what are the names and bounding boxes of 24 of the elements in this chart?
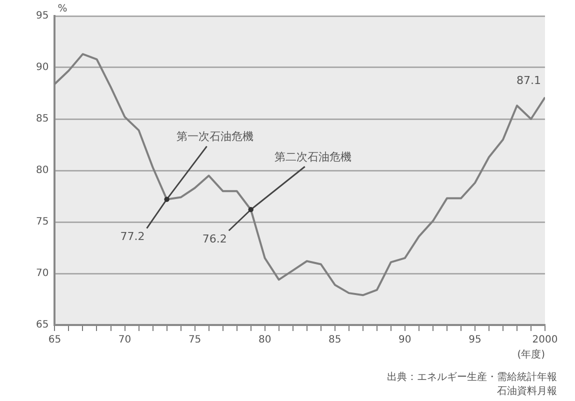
y-tick-label: 65	[36, 320, 49, 331]
text: 石油資料月報	[496, 384, 557, 398]
y-tick-label: 70	[36, 268, 49, 280]
x-tick-label: 65	[48, 334, 62, 346]
y-tick-label: 85	[36, 114, 49, 125]
x-tick-label: 95	[468, 334, 482, 346]
x-tick-label: 85	[328, 334, 342, 346]
x-tick-label: 75	[188, 334, 202, 346]
x-axis-title: (年度)	[517, 348, 546, 361]
x-tick-label: 80	[258, 334, 272, 346]
annotation: 77.2	[120, 230, 145, 244]
annotation: 第一次石油危機	[176, 130, 254, 144]
annotation: 87.1	[516, 74, 541, 88]
y-axis-title: %	[58, 4, 68, 15]
x-tick-label: 2000	[532, 334, 558, 346]
y-tick-label: 95	[36, 10, 49, 22]
y-tick-label: 75	[36, 216, 49, 228]
x-tick-label: 90	[398, 334, 412, 346]
y-tick-label: 90	[36, 62, 49, 74]
y-tick-label: 80	[36, 165, 49, 176]
annotation: 76.2	[202, 232, 227, 246]
annotation: 第二次石油危機	[274, 150, 352, 164]
x-tick-label: 70	[118, 334, 132, 346]
source-note: 出典：エネルギー生産・需給統計年報	[386, 370, 557, 384]
